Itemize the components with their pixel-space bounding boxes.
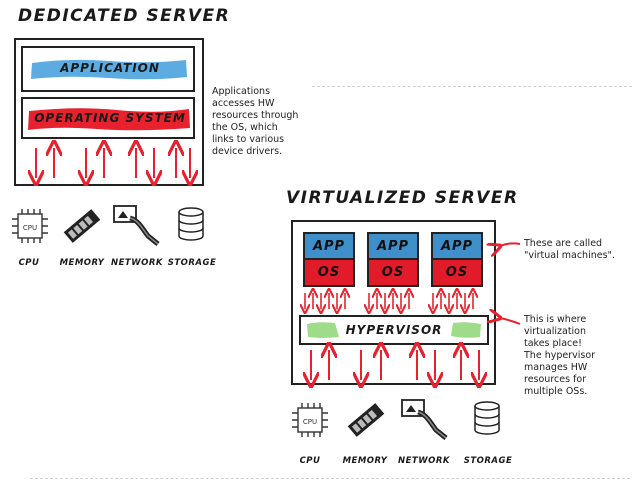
cpu-icon: CPU: [292, 403, 328, 437]
hypervisor-band: [307, 322, 481, 338]
application-layer: APPLICATION: [21, 46, 195, 92]
vm-app-box: APP: [303, 232, 355, 260]
memory-icon: [63, 209, 101, 243]
virtual-machine: APP OS: [367, 232, 419, 287]
network-caption: NETWORK: [111, 258, 163, 268]
virtualized-server-title: VIRTUALIZED SERVER: [286, 188, 519, 208]
vm-app-box: APP: [367, 232, 419, 260]
os-label: OPERATING SYSTEM: [34, 111, 186, 125]
application-band: [31, 59, 187, 80]
network-icon: [113, 205, 160, 246]
vm-os-box: OS: [431, 260, 483, 287]
vm-app-box: APP: [431, 232, 483, 260]
hypervisor-hardware-arrows: [299, 346, 489, 384]
cpu-caption: CPU: [18, 258, 40, 268]
application-label: APPLICATION: [60, 61, 160, 75]
storage-caption: STORAGE: [167, 258, 217, 268]
storage-icon: [474, 401, 500, 435]
memory-caption: MEMORY: [342, 456, 388, 466]
storage-caption: STORAGE: [463, 456, 513, 466]
cpu-caption: CPU: [299, 456, 321, 466]
os-layer: OPERATING SYSTEM: [21, 97, 195, 139]
memory-caption: MEMORY: [59, 258, 105, 268]
network-caption: NETWORK: [398, 456, 450, 466]
vm-note: These are called "virtual machines".: [524, 238, 615, 261]
virtualized-server-box: APP OS APP OS APP OS: [291, 220, 496, 385]
vm-os-box: OS: [367, 260, 419, 287]
vm-hypervisor-arrows: [299, 290, 489, 312]
network-icon: [401, 399, 448, 440]
memory-icon: [347, 403, 385, 437]
dedicated-server-box: APPLICATION OPERATING SYSTEM: [14, 38, 204, 186]
hypervisor-label: HYPERVISOR: [345, 323, 443, 337]
pointer-arrows: [496, 242, 521, 325]
dedicated-arrows: [24, 142, 196, 182]
storage-icon: [178, 207, 204, 241]
svg-text:CPU: CPU: [23, 224, 37, 232]
dedicated-note: Applications accesses HW resources throu…: [212, 86, 299, 157]
cpu-icon: CPU: [12, 209, 48, 243]
svg-text:CPU: CPU: [303, 418, 317, 426]
divider-bottom: [30, 478, 630, 479]
dedicated-server-title: DEDICATED SERVER: [18, 6, 231, 26]
hypervisor-layer: HYPERVISOR: [299, 315, 489, 345]
vm-os-box: OS: [303, 260, 355, 287]
virtual-machine: APP OS: [303, 232, 355, 287]
virtual-machine: APP OS: [431, 232, 483, 287]
os-band: [28, 108, 190, 131]
hypervisor-note: This is where virtualization takes place…: [524, 314, 596, 397]
divider-top: [312, 86, 632, 87]
